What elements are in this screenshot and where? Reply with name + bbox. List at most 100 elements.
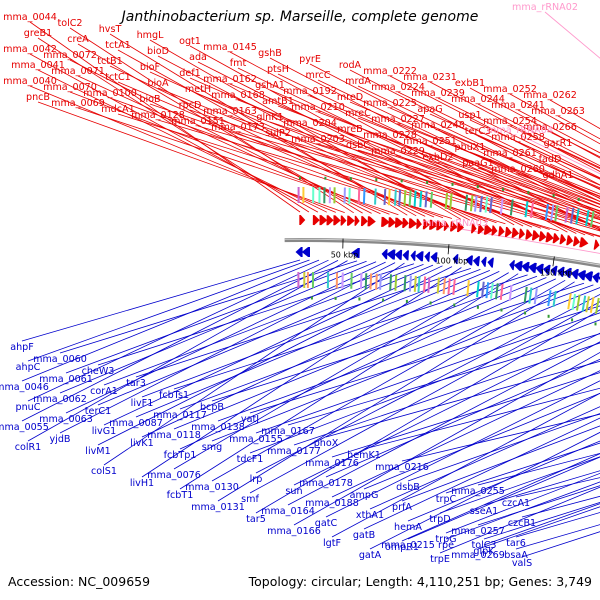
forward-gene-arrow [422, 219, 430, 230]
gene-label: exbB1 [455, 78, 485, 89]
label-connector [173, 272, 509, 470]
tick-mark [552, 256, 555, 267]
gene-label: mma_0151 [171, 116, 225, 127]
label-connector [483, 502, 600, 540]
label-connector [325, 380, 600, 518]
reverse-gene-arrow [577, 270, 586, 281]
gene-label: mma_0224 [371, 82, 425, 93]
inner-cog-band [350, 272, 353, 289]
gene-label: terC1 [85, 406, 111, 417]
forward-gene-arrow [326, 215, 334, 226]
inner-cog-band [413, 275, 417, 292]
reverse-gene-arrow [592, 272, 600, 283]
forward-gene-arrow [388, 217, 396, 228]
label-connector [293, 342, 600, 446]
gene-label: mma_0188 [305, 498, 359, 509]
label-connector [255, 294, 600, 474]
gene-label: mma_0145 [203, 42, 257, 53]
inner-cog-band [341, 272, 344, 289]
gene-label: tar6 [506, 538, 526, 549]
reverse-gene-arrow [381, 249, 388, 260]
gene-label: livK1 [130, 438, 153, 449]
gene-label: sseA1 [470, 506, 499, 517]
label-connector [27, 259, 329, 402]
rna-marker [552, 194, 555, 198]
gene-label: sulP2 [265, 128, 291, 139]
gene-label: lgtF [323, 538, 341, 549]
tick-label: 50 kbp [331, 251, 359, 260]
label-connector [97, 266, 453, 446]
forward-gene-arrow [573, 236, 581, 247]
label-connector [27, 259, 310, 362]
gene-labels-layer: mma_0044 greB1 mma_0042 mma_0041 mma_0040pnc… [0, 2, 585, 569]
gene-label: smf [241, 494, 259, 505]
rna-marker [577, 197, 580, 201]
reverse-gene-arrow [402, 250, 409, 261]
label-connector [293, 332, 600, 486]
label-connector [401, 413, 600, 462]
gene-label: mma_0227 [371, 114, 425, 125]
forward-gene-arrow [471, 223, 477, 234]
label-connector [197, 125, 559, 232]
label-connector [37, 101, 345, 213]
outer-cog-band [357, 187, 361, 204]
label-connector [317, 79, 600, 215]
inner-cog-band [547, 290, 552, 307]
outer-cog-band [419, 191, 423, 208]
inner-cog-band [427, 276, 431, 293]
gene-label: garR1 [544, 138, 573, 149]
outer-cog-band [297, 186, 300, 203]
outer-cog-band [408, 190, 412, 207]
rna-label: mma_rRNA03 [422, 218, 488, 229]
reverse-gene-arrow [351, 248, 360, 258]
label-connector [407, 440, 600, 522]
outer-cog-band [585, 210, 590, 227]
gene-label: tar3 [126, 378, 146, 389]
inner-cog-band [533, 288, 538, 305]
outer-cog-band [569, 207, 575, 224]
rna-label: mma_rRNA04 [487, 125, 553, 136]
gene-label: yatJ [241, 414, 259, 425]
reverse-gene-arrow [452, 254, 459, 265]
inner-cog-band [589, 296, 595, 314]
gene-label: mma_0266 [523, 122, 577, 133]
gene-label: gshA1 [255, 80, 285, 91]
rna-marker [476, 185, 479, 189]
inner-cog-band [528, 287, 533, 304]
reverse-gene-arrow [528, 262, 537, 273]
label-connector [401, 425, 600, 502]
gene-label: rpcD [179, 100, 202, 111]
forward-gene-arrow [518, 228, 525, 239]
outer-cog-band [590, 210, 595, 227]
label-connector [59, 262, 396, 434]
label-connector [157, 55, 470, 221]
rna-marker [451, 182, 454, 186]
forward-gene-arrow [361, 216, 368, 227]
label-connector [429, 113, 600, 190]
gene-label: mma_0178 [299, 478, 353, 489]
gene-label: mma_0055 [0, 422, 49, 433]
rna-marker [453, 303, 456, 307]
gene-label: hvsT [99, 24, 122, 35]
gene-label: dsbB [396, 482, 420, 493]
label-connector [317, 143, 600, 228]
gene-label: glnK1 [256, 112, 283, 123]
rna-marker [426, 180, 429, 184]
gene-label: def1 [179, 68, 200, 79]
gene-label: trpD [429, 514, 450, 525]
inner-cog-band [552, 290, 557, 308]
gene-label: ahpC [16, 362, 41, 373]
outer-cog-band [413, 190, 417, 207]
gene-label: hemK1 [347, 450, 381, 461]
label-connector [445, 472, 600, 534]
label-connector [211, 282, 585, 402]
inner-cog-band [306, 272, 309, 289]
outer-cog-band [489, 197, 493, 214]
reverse-gene-arrow [472, 256, 480, 267]
label-connector [237, 67, 577, 234]
label-connector [477, 103, 600, 167]
gene-label: bioD [147, 46, 169, 57]
label-connector [389, 75, 600, 186]
gene-label: mma_0131 [191, 502, 245, 513]
